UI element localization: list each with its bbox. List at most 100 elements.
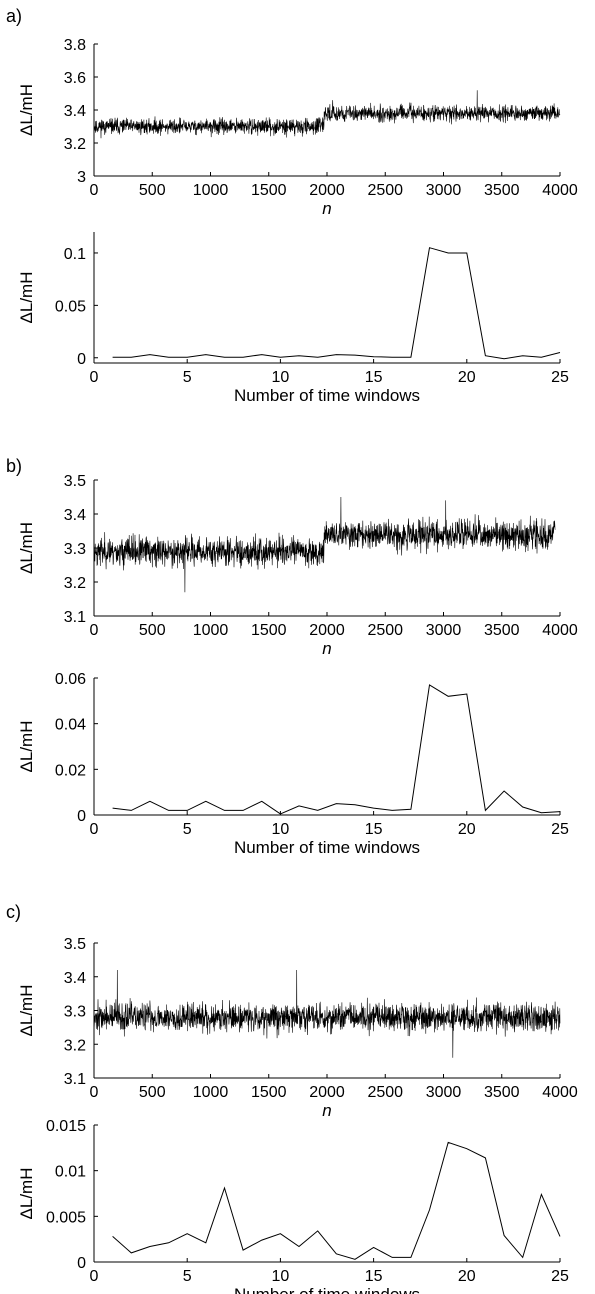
y-tick-label: 3.4	[64, 103, 86, 120]
x-tick-label: 1000	[193, 182, 229, 199]
panel-label-c: c)	[6, 902, 21, 922]
panel-label-b: b)	[6, 456, 22, 476]
x-tick-label: 2500	[367, 622, 403, 639]
x-tick-label: 1500	[251, 182, 287, 199]
x-tick-label: 0	[90, 1268, 99, 1285]
chart-c-bottom: 0 5 10 15 20 25 0 0.005 0.01 0.015 ΔL/mH Number of …	[17, 1118, 569, 1294]
y-tick-label: 0.005	[46, 1209, 86, 1226]
x-tick-label: 1500	[251, 622, 287, 639]
y-tick-label: 0.04	[55, 717, 86, 734]
chart-a-bottom: 0 5 10 15 20 25 0 0.05 0.1 ΔL/mH Number of time wi…	[17, 232, 569, 405]
x-tick-label: 5	[183, 1268, 192, 1285]
x-tick-label: 0	[90, 622, 99, 639]
x-tick-label: 3500	[484, 622, 520, 639]
series-line-windows	[112, 684, 561, 815]
y-axis-title: ΔL/mH	[17, 84, 36, 136]
x-tick-label: 1500	[251, 1084, 287, 1101]
x-tick-label: 15	[365, 1268, 383, 1285]
x-tick-label: 2000	[309, 182, 345, 199]
x-tick-label: 4000	[542, 182, 578, 199]
y-tick-label: 3.2	[64, 136, 86, 153]
x-tick-label: 2000	[309, 1084, 345, 1101]
chart-c-top: 0 500 1000 1500 2000 2500 3000 3500 4000 3.1 3.2 3.…	[17, 936, 578, 1120]
x-axis-title: Number of time windows	[234, 386, 420, 405]
x-tick-label: 20	[458, 369, 476, 386]
y-tick-label: 3.2	[64, 1037, 86, 1054]
chart-a-top: 0 500 1000 1500 2000 2500 3000 3500 4000 3 3.2 3.4 3…	[17, 37, 578, 218]
x-axis-title: n	[322, 1101, 331, 1120]
x-tick-label: 2500	[367, 182, 403, 199]
x-tick-label: 10	[272, 369, 290, 386]
y-tick-label: 3	[77, 169, 86, 186]
y-tick-label: 0.05	[55, 298, 86, 315]
x-tick-label: 1000	[193, 1084, 229, 1101]
x-tick-label: 0	[90, 821, 99, 838]
y-tick-label: 3.3	[64, 541, 86, 558]
x-tick-label: 10	[272, 1268, 290, 1285]
series-line-signal	[93, 969, 561, 1058]
y-axis-title: ΔL/mH	[17, 272, 36, 324]
x-tick-label: 3500	[484, 1084, 520, 1101]
y-tick-label: 3.5	[64, 936, 86, 953]
x-tick-label: 5	[183, 369, 192, 386]
series-line-signal	[93, 496, 556, 593]
x-axis-title: Number of time windows	[234, 1285, 420, 1294]
y-axis-title: ΔL/mH	[17, 522, 36, 574]
x-tick-label: 3000	[426, 182, 462, 199]
y-tick-label: 0.1	[64, 246, 86, 263]
y-tick-label: 3.2	[64, 575, 86, 592]
y-tick-label: 0.015	[46, 1118, 86, 1135]
x-tick-label: 500	[139, 182, 166, 199]
x-tick-label: 10	[272, 821, 290, 838]
x-tick-label: 3000	[426, 622, 462, 639]
series-line-windows	[112, 247, 561, 360]
y-tick-label: 0	[77, 1255, 86, 1272]
y-tick-label: 3.1	[64, 609, 86, 626]
x-tick-label: 4000	[542, 1084, 578, 1101]
x-tick-label: 4000	[542, 622, 578, 639]
charts-group: 0 500 1000 1500 2000 2500 3000 3500 400033.23.43…	[17, 37, 578, 1294]
y-tick-label: 0.02	[55, 762, 86, 779]
y-tick-label: 3.3	[64, 1004, 86, 1021]
x-tick-label: 3500	[484, 182, 520, 199]
x-tick-label: 500	[139, 1084, 166, 1101]
chart-b-bottom: 0 5 10 15 20 25 0 0.02 0.04 0.06 ΔL/mH Number of ti…	[17, 671, 569, 857]
x-tick-label: 15	[365, 821, 383, 838]
x-tick-label: 25	[551, 821, 569, 838]
panel-label-a: a)	[6, 6, 22, 26]
x-tick-label: 3000	[426, 1084, 462, 1101]
y-tick-label: 0	[77, 351, 86, 368]
x-tick-label: 25	[551, 369, 569, 386]
y-tick-label: 3.4	[64, 970, 86, 987]
y-axis-title: ΔL/mH	[17, 721, 36, 773]
series-line-signal	[93, 90, 561, 139]
y-tick-label: 0.01	[55, 1164, 86, 1181]
x-tick-label: 0	[90, 1084, 99, 1101]
x-tick-label: 5	[183, 821, 192, 838]
x-tick-label: 0	[90, 182, 99, 199]
x-axis-title: Number of time windows	[234, 838, 420, 857]
y-tick-label: 0	[77, 808, 86, 825]
chart-b-top: 0 500 1000 1500 2000 2500 3000 3500 4000 3.1 3.2 3.…	[17, 473, 578, 658]
y-tick-label: 3.6	[64, 70, 86, 87]
x-tick-label: 15	[365, 369, 383, 386]
y-tick-label: 3.1	[64, 1071, 86, 1088]
y-axis-title: ΔL/mH	[17, 1168, 36, 1220]
y-tick-label: 3.4	[64, 507, 86, 524]
x-axis-title: n	[322, 639, 331, 658]
y-tick-label: 0.06	[55, 671, 86, 688]
x-tick-label: 20	[458, 821, 476, 838]
x-tick-label: 1000	[193, 622, 229, 639]
x-tick-label: 2500	[367, 1084, 403, 1101]
x-tick-label: 500	[139, 622, 166, 639]
x-tick-label: 20	[458, 1268, 476, 1285]
y-tick-label: 3.8	[64, 37, 86, 54]
x-tick-label: 0	[90, 369, 99, 386]
x-tick-label: 25	[551, 1268, 569, 1285]
series-line-windows	[112, 1141, 561, 1260]
x-tick-label: 2000	[309, 622, 345, 639]
x-axis-title: n	[322, 199, 331, 218]
y-tick-label: 3.5	[64, 473, 86, 490]
y-axis-title: ΔL/mH	[17, 985, 36, 1037]
